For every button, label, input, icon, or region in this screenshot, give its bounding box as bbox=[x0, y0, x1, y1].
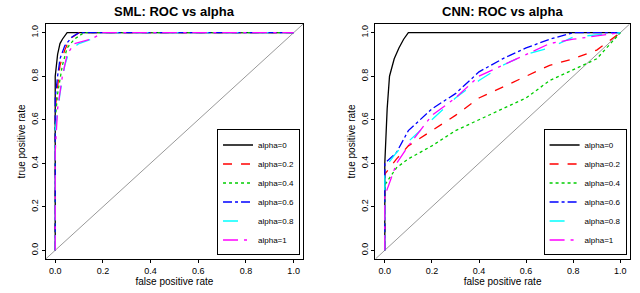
svg-text:0.0: 0.0 bbox=[30, 243, 40, 256]
svg-text:0.0: 0.0 bbox=[360, 243, 370, 256]
svg-text:alpha=1: alpha=1 bbox=[585, 236, 614, 245]
svg-text:alpha=0.8: alpha=0.8 bbox=[585, 217, 621, 226]
svg-text:true positive rate: true positive rate bbox=[346, 104, 357, 178]
svg-text:1.0: 1.0 bbox=[614, 266, 627, 276]
svg-text:alpha=1: alpha=1 bbox=[258, 236, 287, 245]
svg-text:0.0: 0.0 bbox=[379, 266, 392, 276]
svg-text:CNN: ROC vs alpha: CNN: ROC vs alpha bbox=[442, 4, 563, 19]
svg-text:alpha=0: alpha=0 bbox=[258, 141, 287, 150]
svg-text:0.4: 0.4 bbox=[360, 156, 370, 169]
svg-text:0.4: 0.4 bbox=[473, 266, 486, 276]
svg-text:0.8: 0.8 bbox=[240, 266, 253, 276]
svg-text:0.6: 0.6 bbox=[192, 266, 205, 276]
svg-text:0.0: 0.0 bbox=[49, 266, 62, 276]
svg-text:0.2: 0.2 bbox=[426, 266, 439, 276]
svg-text:alpha=0: alpha=0 bbox=[585, 141, 614, 150]
svg-text:0.2: 0.2 bbox=[30, 199, 40, 212]
svg-text:alpha=0.2: alpha=0.2 bbox=[585, 160, 621, 169]
svg-text:0.2: 0.2 bbox=[360, 199, 370, 212]
svg-text:1.0: 1.0 bbox=[360, 25, 370, 38]
svg-text:0.6: 0.6 bbox=[520, 266, 533, 276]
svg-text:false positive rate: false positive rate bbox=[136, 276, 214, 287]
svg-text:true positive rate: true positive rate bbox=[16, 104, 27, 178]
svg-text:false positive rate: false positive rate bbox=[464, 276, 542, 287]
svg-text:alpha=0.4: alpha=0.4 bbox=[258, 179, 294, 188]
svg-text:0.8: 0.8 bbox=[567, 266, 580, 276]
svg-text:alpha=0.8: alpha=0.8 bbox=[258, 217, 294, 226]
svg-text:1.0: 1.0 bbox=[287, 266, 300, 276]
svg-text:0.8: 0.8 bbox=[360, 69, 370, 82]
svg-text:0.2: 0.2 bbox=[97, 266, 110, 276]
svg-text:0.6: 0.6 bbox=[360, 112, 370, 125]
svg-text:0.6: 0.6 bbox=[30, 112, 40, 125]
svg-text:1.0: 1.0 bbox=[30, 25, 40, 38]
svg-text:SML: ROC vs alpha: SML: ROC vs alpha bbox=[114, 4, 235, 19]
svg-text:alpha=0.2: alpha=0.2 bbox=[258, 160, 294, 169]
svg-text:0.4: 0.4 bbox=[144, 266, 157, 276]
svg-text:alpha=0.6: alpha=0.6 bbox=[258, 198, 294, 207]
svg-text:alpha=0.4: alpha=0.4 bbox=[585, 179, 621, 188]
svg-text:0.4: 0.4 bbox=[30, 156, 40, 169]
svg-text:alpha=0.6: alpha=0.6 bbox=[585, 198, 621, 207]
svg-text:0.8: 0.8 bbox=[30, 69, 40, 82]
